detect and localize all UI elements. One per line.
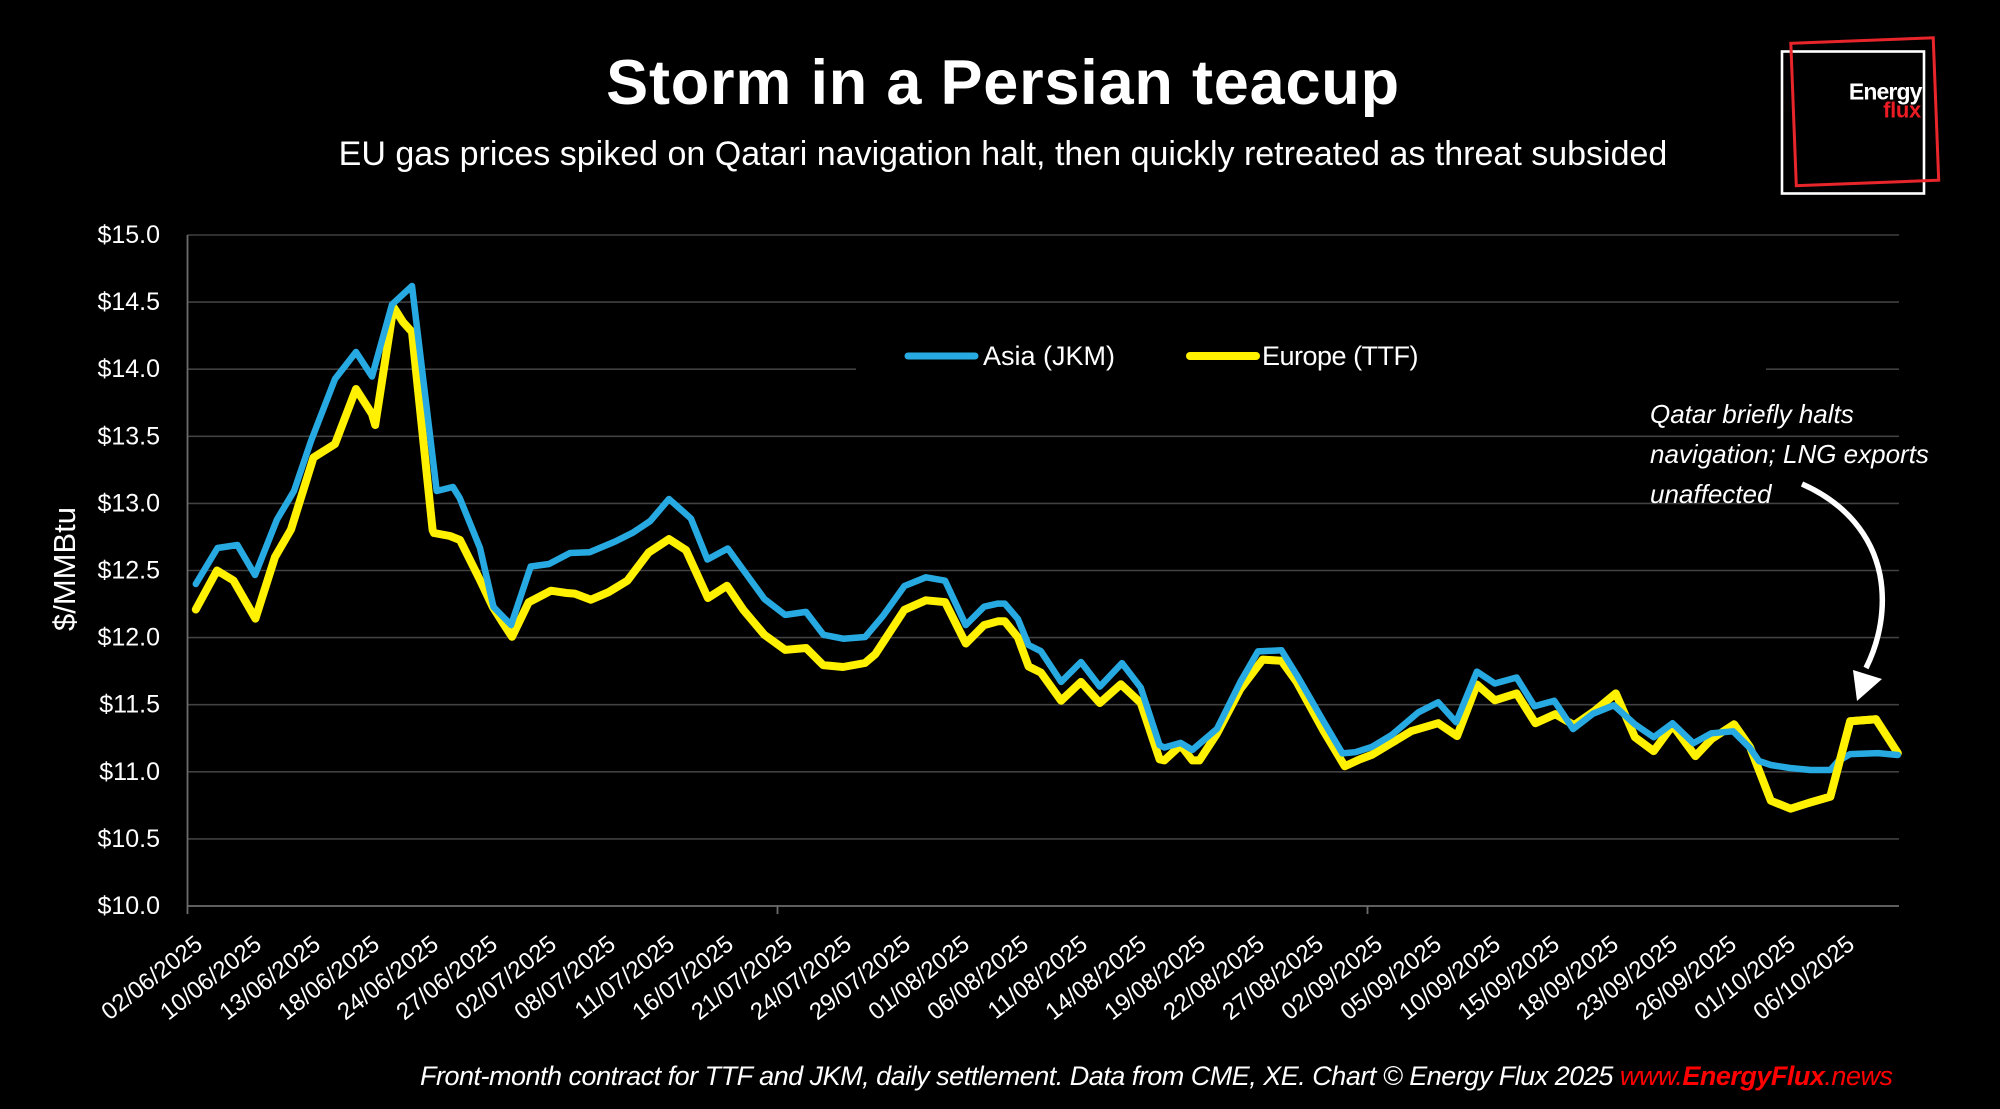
svg-text:unaffected: unaffected: [1650, 479, 1773, 509]
svg-text:$14.5: $14.5: [97, 288, 160, 316]
svg-text:$10.5: $10.5: [97, 825, 160, 853]
svg-text:EU gas prices spiked on Qatari: EU gas prices spiked on Qatari navigatio…: [339, 135, 1668, 173]
svg-text:Europe (TTF): Europe (TTF): [1262, 341, 1418, 371]
svg-text:Qatar briefly halts: Qatar briefly halts: [1650, 399, 1854, 429]
svg-text:$11.5: $11.5: [99, 691, 160, 719]
svg-text:Asia (JKM): Asia (JKM): [983, 341, 1115, 371]
svg-text:Front-month contract for TTF a: Front-month contract for TTF and JKM, da…: [420, 1061, 1892, 1091]
svg-text:navigation; LNG exports: navigation; LNG exports: [1650, 439, 1929, 469]
svg-text:flux: flux: [1883, 98, 1922, 123]
svg-text:$/MMBtu: $/MMBtu: [47, 507, 82, 631]
svg-text:$14.0: $14.0: [97, 355, 160, 383]
svg-text:Storm in a Persian teacup: Storm in a Persian teacup: [606, 48, 1400, 118]
svg-text:$12.5: $12.5: [97, 557, 160, 585]
svg-text:$13.0: $13.0: [97, 489, 160, 517]
svg-text:$12.0: $12.0: [97, 624, 160, 652]
svg-text:$13.5: $13.5: [97, 422, 160, 450]
svg-text:$15.0: $15.0: [97, 221, 160, 249]
svg-text:$11.0: $11.0: [99, 758, 160, 786]
svg-text:$10.0: $10.0: [97, 892, 160, 920]
svg-text:Energy: Energy: [1849, 79, 1923, 105]
